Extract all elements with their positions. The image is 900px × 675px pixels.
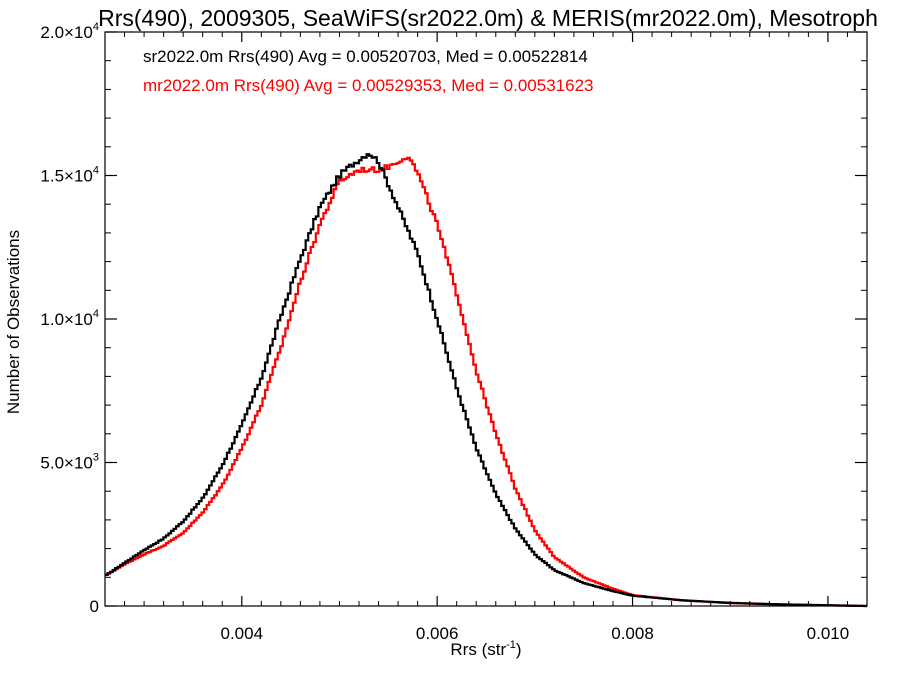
series-line-1: [105, 156, 867, 608]
chart-title: Rrs(490), 2009305, SeaWiFS(sr2022.0m) & …: [98, 5, 878, 31]
x-axis-label-end: ): [516, 640, 522, 659]
x-tick-label: 0.008: [611, 624, 654, 643]
legend-entry-seawifs: sr2022.0m Rrs(490) Avg = 0.00520703, Med…: [143, 47, 588, 66]
series-line-0: [105, 153, 867, 608]
y-tick-label: 0: [90, 597, 99, 616]
y-tick-label: 1.0×104: [40, 308, 99, 329]
y-tick-label: 1.5×104: [40, 165, 99, 186]
x-tick-label: 0.010: [807, 624, 850, 643]
ticks-layer: 0.004 0.006 0.008 0.010 0 5.0×103 1.0×104 1.5×1…: [40, 21, 868, 643]
series-layer: [105, 153, 867, 608]
y-tick-label: 2.0×104: [40, 21, 99, 42]
x-axis-label-text: Rrs (str: [450, 640, 506, 659]
x-tick-label: 0.004: [220, 624, 263, 643]
y-axis-label: Number of Observations: [4, 230, 23, 414]
y-tick-label: 5.0×103: [40, 452, 99, 473]
legend-entry-meris: mr2022.0m Rrs(490) Avg = 0.00529353, Med…: [143, 76, 594, 95]
plot-frame: [104, 31, 868, 607]
x-tick-label: 0.006: [416, 624, 459, 643]
x-axis-label: Rrs (str-1): [450, 639, 521, 659]
x-axis-label-exponent: -1: [506, 639, 516, 651]
